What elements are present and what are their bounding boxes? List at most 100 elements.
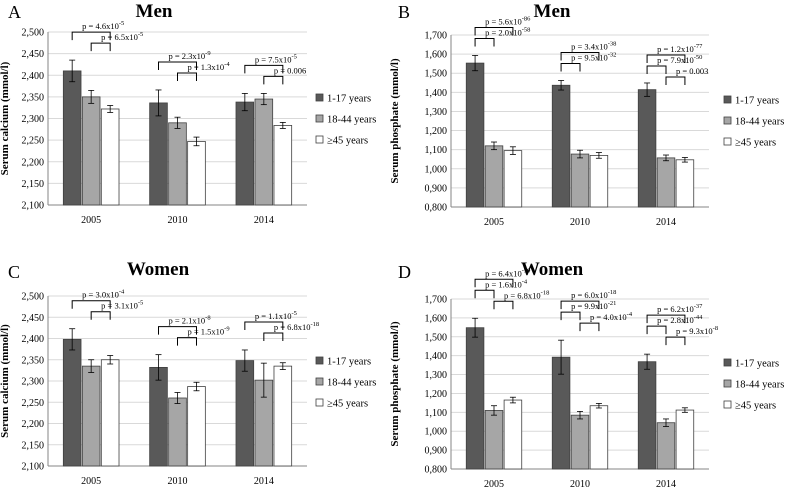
p-value-label: p = 6.5x10-5 bbox=[101, 31, 143, 42]
legend-label: 1-17 years bbox=[735, 96, 779, 107]
significance-bracket bbox=[474, 278, 514, 288]
y-tick-label: 1,000 bbox=[425, 164, 448, 175]
y-tick-label: 1,600 bbox=[425, 313, 448, 324]
bar bbox=[675, 159, 695, 208]
y-tick-label: 1,200 bbox=[425, 389, 448, 400]
y-tick-label: 1,700 bbox=[425, 295, 448, 306]
y-tick-label: 1,100 bbox=[425, 145, 448, 156]
p-value-exponent: -18 bbox=[541, 289, 550, 296]
bar bbox=[273, 365, 293, 467]
significance-bracket bbox=[646, 314, 686, 324]
y-tick-label: 0,900 bbox=[425, 183, 448, 194]
p-value-label: p = 1.2x10-77 bbox=[657, 43, 703, 54]
legend-label: ≥45 years bbox=[327, 399, 368, 410]
y-tick-label: 2,350 bbox=[22, 92, 45, 103]
bar bbox=[62, 70, 82, 206]
x-tick-label: 2014 bbox=[656, 217, 676, 228]
p-value-exponent: -8 bbox=[713, 325, 718, 332]
x-tick-label: 2005 bbox=[484, 217, 504, 228]
legend-swatch bbox=[723, 137, 732, 146]
p-value-label: p = 6.8x10-18 bbox=[504, 289, 549, 300]
y-tick-label: 0,900 bbox=[425, 446, 448, 457]
p-value-exponent: -58 bbox=[522, 26, 531, 33]
legend-label: 1-17 years bbox=[327, 94, 371, 105]
significance-bracket bbox=[90, 311, 111, 320]
p-value-exponent: -59 bbox=[522, 267, 531, 274]
significance-bracket bbox=[665, 76, 686, 85]
bar bbox=[589, 154, 609, 208]
x-tick-label: 2005 bbox=[81, 215, 101, 226]
p-value-label: p = 9.3x10-8 bbox=[676, 325, 718, 336]
p-value-exponent: -4 bbox=[627, 311, 633, 318]
p-value-label: p = 3.0x10-4 bbox=[82, 289, 125, 300]
p-value-exponent: -4 bbox=[119, 289, 125, 296]
legend-swatch bbox=[723, 116, 732, 125]
significance-bracket bbox=[646, 325, 667, 335]
y-tick-label: 2,100 bbox=[22, 201, 45, 212]
legend-swatch bbox=[723, 379, 732, 388]
x-tick-label: 2010 bbox=[168, 476, 188, 487]
y-tick-label: 2,150 bbox=[22, 440, 45, 451]
p-value-exponent: -5 bbox=[138, 300, 143, 307]
p-value-label: p = 0.006 bbox=[274, 65, 306, 75]
p-value-label: p = 9.9x10-21 bbox=[571, 300, 616, 311]
p-value-exponent: -4 bbox=[522, 278, 528, 285]
p-value-exponent: -5 bbox=[138, 31, 143, 38]
p-value-label: p = 1.5x10-9 bbox=[188, 326, 230, 337]
p-value-label: p = 6.2x10-37 bbox=[657, 303, 703, 314]
legend-label: ≥45 years bbox=[735, 138, 776, 149]
bar bbox=[168, 122, 187, 206]
y-tick-label: 2,100 bbox=[22, 462, 45, 473]
legend-swatch bbox=[315, 356, 324, 365]
p-value-exponent: -5 bbox=[119, 20, 124, 27]
legend-label: 18-44 years bbox=[327, 378, 376, 389]
legend-label: 18-44 years bbox=[327, 115, 376, 126]
panel-title: Women bbox=[127, 259, 190, 280]
y-tick-label: 1,700 bbox=[425, 31, 448, 42]
bar bbox=[81, 365, 101, 467]
y-tick-label: 2,300 bbox=[22, 114, 45, 125]
bar bbox=[187, 386, 206, 467]
significance-bracket bbox=[579, 322, 600, 332]
significance-bracket bbox=[560, 62, 581, 72]
p-value-label: p = 0.003 bbox=[676, 66, 708, 76]
significance-bracket bbox=[158, 61, 197, 70]
panel-letter: C bbox=[8, 262, 20, 282]
x-tick-label: 2014 bbox=[254, 215, 274, 226]
p-value-label: p = 3.4x10-38 bbox=[571, 40, 616, 51]
panel-d: D Women 0,800 0,900 1,000 1,100 1,200 1,300 1,40… bbox=[389, 259, 784, 488]
p-value-exponent: -9 bbox=[205, 50, 210, 57]
p-value-label: p = 5.6x10-86 bbox=[485, 15, 531, 26]
p-value-exponent: -18 bbox=[311, 321, 320, 328]
legend-swatch bbox=[315, 93, 324, 102]
y-tick-label: 2,200 bbox=[22, 419, 45, 430]
bar bbox=[656, 157, 676, 208]
legend-swatch bbox=[315, 398, 324, 407]
significance-bracket bbox=[71, 31, 111, 41]
p-value-label: p = 7.9x10-50 bbox=[657, 54, 702, 65]
significance-bracket bbox=[244, 321, 284, 330]
p-value-label: p = 2.3x10-9 bbox=[169, 50, 211, 61]
p-value-label: p = 7.5x10-5 bbox=[255, 53, 297, 64]
y-tick-label: 2,250 bbox=[22, 398, 45, 409]
y-tick-label: 1,500 bbox=[425, 69, 448, 80]
y-tick-label: 1,100 bbox=[425, 408, 448, 419]
bar bbox=[570, 153, 590, 208]
p-value-label: p = 6.0x10-18 bbox=[571, 289, 616, 300]
bar bbox=[235, 360, 255, 467]
y-axis-label: Serum phosphate (mmol/l) bbox=[389, 58, 401, 184]
legend-label: ≥45 years bbox=[327, 136, 368, 147]
bar bbox=[168, 397, 187, 467]
y-tick-label: 2,500 bbox=[22, 28, 45, 39]
legend-label: 18-44 years bbox=[735, 380, 784, 391]
x-tick-label: 2010 bbox=[570, 479, 590, 488]
y-tick-label: 0,800 bbox=[425, 203, 448, 214]
significance-bracket bbox=[560, 311, 581, 321]
bar bbox=[465, 62, 485, 208]
p-value-label: p = 9.5x10-32 bbox=[571, 51, 616, 62]
legend-label: 1-17 years bbox=[327, 357, 371, 368]
bar bbox=[551, 84, 571, 208]
p-value-exponent: -32 bbox=[608, 51, 617, 58]
y-tick-label: 1,300 bbox=[425, 370, 448, 381]
